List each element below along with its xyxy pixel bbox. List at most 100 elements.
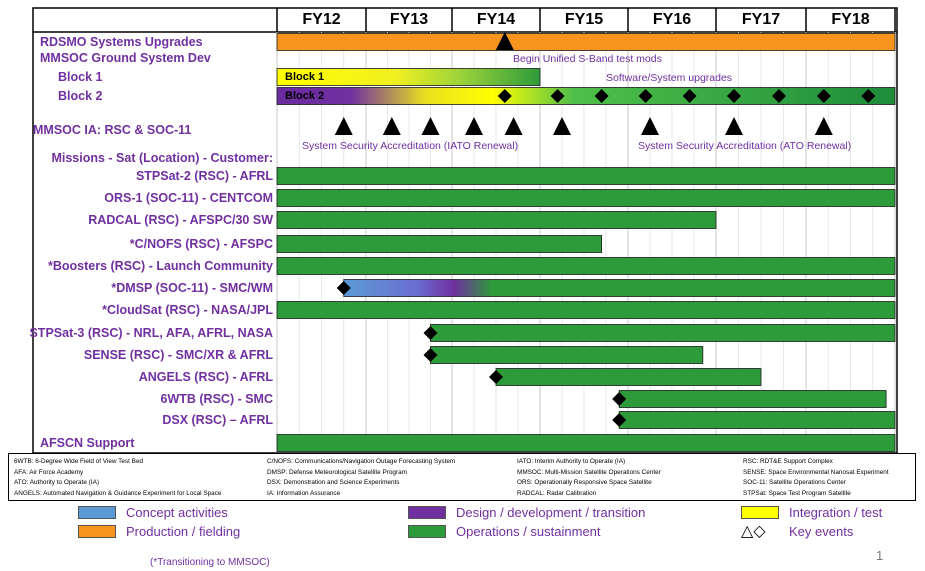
gantt-bar	[276, 235, 603, 253]
gantt-bar	[343, 279, 896, 297]
fiscal-year-header: FY12	[302, 11, 341, 28]
glossary-column-1: 6WTB: 6-Degree Wide Field of View Test B…	[14, 457, 221, 499]
glossary-entry: ATO: Authority to Operate (IA)	[14, 479, 100, 487]
key-event-triangle	[495, 32, 514, 50]
legend-concept-swatch	[78, 506, 116, 519]
glossary-column-2: C/NOFS: Communications/Navigation Outage…	[267, 457, 455, 499]
event-markers	[334, 32, 876, 427]
glossary-entry: DMSP: Defense Meteorological Satellite P…	[267, 468, 407, 476]
legend-production: Production / fielding	[78, 524, 240, 540]
glossary-entry: AFA: Air Force Academy	[14, 468, 84, 476]
row-label: MMSOC Ground System Dev	[40, 51, 211, 65]
block1-bar-label: Block 1	[285, 71, 325, 83]
software-upgrades-annotation: Software/System upgrades	[606, 72, 733, 84]
row-label: *DMSP (SOC-11) - SMC/WM	[111, 281, 273, 295]
gantt-bar	[276, 301, 896, 319]
transition-footnote: (*Transitioning to MMSOC)	[150, 557, 270, 568]
row-label: ORS-1 (SOC-11) - CENTCOM	[104, 191, 273, 205]
legend-operations-swatch	[408, 525, 446, 538]
gantt-bar	[276, 167, 896, 185]
glossary-entry: MMSOC: Multi-Mission Satellite Operation…	[517, 468, 661, 476]
key-event-diamond	[638, 89, 653, 103]
glossary-entry: IATO: Interim Authority to Operate (IA)	[517, 458, 626, 465]
key-event-diamond	[594, 89, 609, 103]
gantt-bar	[430, 324, 896, 342]
sband-annotation: Begin Unified S-Band test mods	[513, 53, 662, 65]
glossary-column-3: IATO: Interim Authority to Operate (IA) …	[517, 457, 661, 499]
legend-production-swatch	[78, 525, 116, 538]
key-event-triangle	[814, 117, 833, 135]
page-number: 1	[876, 548, 884, 563]
legend-concept: Concept activities	[78, 505, 228, 521]
gantt-bar	[276, 33, 896, 51]
key-events-icon: △◇	[741, 523, 766, 540]
legend-production-label: Production / fielding	[126, 524, 241, 539]
key-event-triangle	[421, 117, 440, 135]
glossary-entry: SOC-11: Satellite Operations Center	[743, 479, 846, 487]
key-event-diamond	[423, 348, 438, 362]
fiscal-year-header: FY13	[389, 11, 429, 28]
gantt-bar	[276, 211, 717, 229]
key-event-triangle	[725, 117, 743, 135]
glossary-entry: ANGELS: Automated Navigation & Guidance …	[14, 489, 222, 497]
fiscal-year-header: FY17	[741, 11, 781, 28]
ato-renewal-annotation: System Security Accreditation (ATO Renew…	[638, 140, 852, 152]
key-event-diamond	[612, 413, 627, 427]
legend-key-events-label: Key events	[789, 524, 854, 539]
key-event-diamond	[336, 281, 351, 295]
fiscal-year-header: FY14	[476, 11, 516, 28]
key-event-diamond	[423, 326, 438, 340]
key-event-diamond	[772, 89, 786, 103]
key-event-diamond	[550, 89, 565, 103]
acronym-glossary: 6WTB: 6-Degree Wide Field of View Test B…	[8, 453, 916, 501]
key-event-triangle	[553, 117, 571, 135]
key-event-triangle	[334, 117, 353, 135]
fiscal-year-header: FY16	[652, 11, 692, 28]
key-event-diamond	[489, 370, 503, 384]
gantt-bar	[618, 390, 887, 408]
glossary-entry: STPSat: Space Test Program Satellite	[743, 489, 851, 497]
legend-operations-label: Operations / sustainment	[456, 524, 601, 539]
legend-design: Design / development / transition	[408, 505, 645, 521]
fiscal-year-header: FY18	[831, 11, 870, 28]
row-label: RADCAL (RSC) - AFSPC/30 SW	[88, 213, 273, 227]
legend-design-label: Design / development / transition	[456, 505, 646, 520]
gantt-bar	[276, 87, 896, 105]
gantt-bar	[276, 434, 896, 452]
row-label: STPSat-2 (RSC) - AFRL	[135, 169, 273, 183]
glossary-entry: DSX: Demonstration and Science Experimen…	[267, 479, 400, 487]
glossary-entry: SENSE: Space Environmental Nanosat Exper…	[743, 468, 889, 476]
row-label: DSX (RSC) – AFRL	[162, 413, 273, 427]
key-event-diamond	[727, 89, 741, 103]
gantt-bar	[618, 411, 896, 429]
legend-integration-label: Integration / test	[789, 505, 883, 520]
row-label: *CloudSat (RSC) - NASA/JPL	[102, 303, 273, 317]
legend-key-events: △◇ Key events	[741, 524, 853, 540]
glossary-entry: RADCAL: Radar Calibration	[517, 489, 597, 497]
row-label: Block 1	[58, 70, 103, 84]
fiscal-year-header: FY15	[564, 11, 604, 28]
gantt-bar	[430, 346, 704, 364]
key-event-triangle	[641, 117, 659, 135]
legend-concept-label: Concept activities	[126, 505, 228, 520]
gantt-bars	[276, 33, 896, 452]
key-event-triangle	[465, 117, 483, 135]
key-event-diamond	[816, 89, 831, 103]
glossary-entry: 6WTB: 6-Degree Wide Field of View Test B…	[14, 458, 144, 465]
glossary-column-4: RSC: RDT&E Support Complex SENSE: Space …	[743, 457, 889, 499]
key-event-diamond	[682, 89, 697, 103]
key-event-triangle	[504, 117, 523, 135]
row-label: Missions - Sat (Location) - Customer:	[51, 151, 273, 165]
row-label: *Boosters (RSC) - Launch Community	[47, 259, 273, 273]
block2-bar-label: Block 2	[285, 90, 325, 102]
key-event-diamond	[612, 392, 627, 406]
gantt-bar	[276, 189, 896, 207]
row-label: Block 2	[58, 89, 103, 103]
row-label: AFSCN Support	[40, 436, 135, 450]
glossary-entry: RSC: RDT&E Support Complex	[743, 458, 833, 465]
key-event-triangle	[382, 117, 401, 135]
legend-integration: Integration / test	[741, 505, 882, 521]
row-label: ANGELS (RSC) - AFRL	[138, 370, 273, 384]
gantt-bar	[276, 68, 541, 86]
